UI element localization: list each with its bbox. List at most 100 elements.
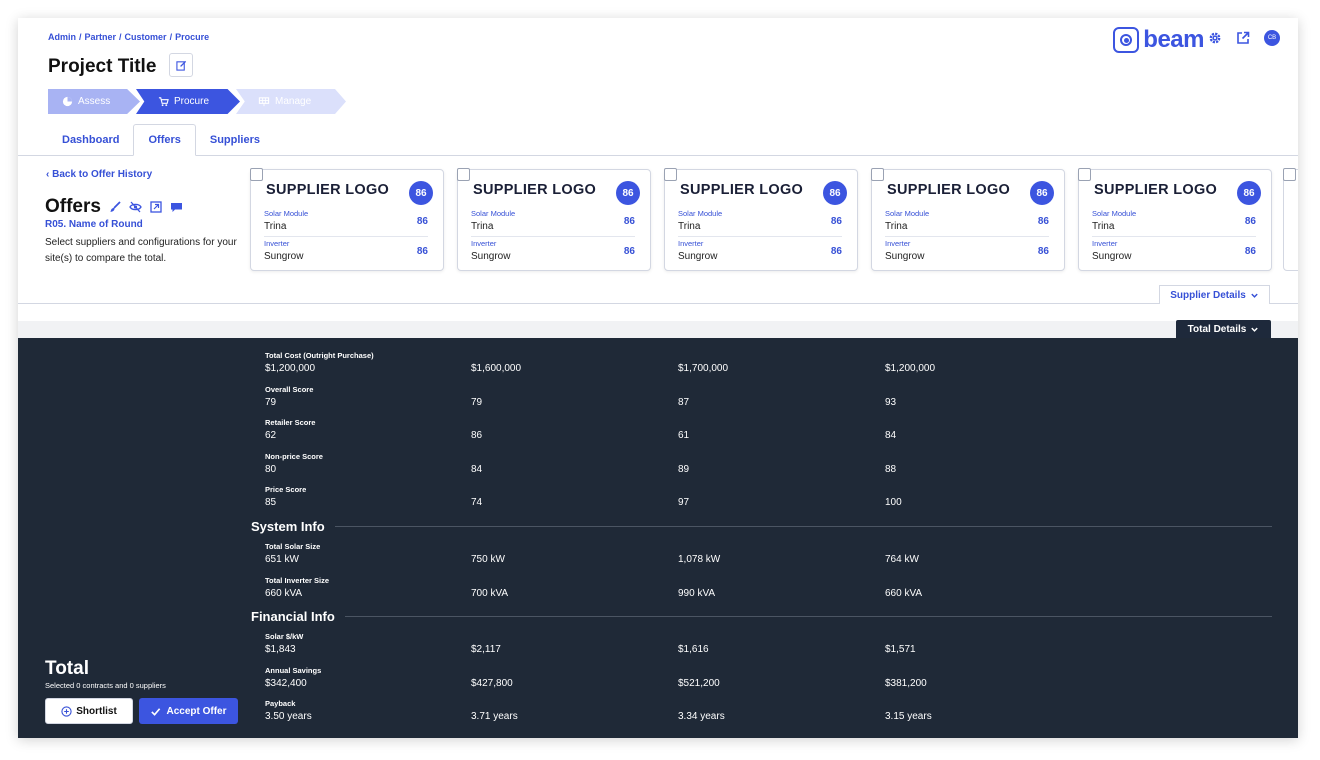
card-row-inverter: Inverter Sungrow 86 [1092, 239, 1256, 267]
metric-value-price-score: 100 [885, 497, 902, 508]
brush-icon[interactable] [109, 201, 121, 213]
metric-label-payback: Payback [265, 699, 296, 708]
card-checkbox[interactable] [1283, 168, 1296, 181]
system-info-title: System Info [251, 519, 325, 534]
tab-suppliers[interactable]: Suppliers [209, 134, 260, 146]
expand-icon[interactable] [150, 201, 162, 213]
beam-logo: beam [1113, 26, 1204, 54]
row-score: 86 [830, 246, 842, 257]
row-label: Inverter [678, 239, 704, 248]
supplier-logo: SUPPLIER LOGO [266, 182, 390, 198]
card-row-inverter: Inverter Sungrow 86 [885, 239, 1049, 267]
supplier-card-partial[interactable] [1283, 168, 1298, 271]
offers-description: Select suppliers and configurations for … [45, 237, 237, 264]
card-checkbox[interactable] [457, 168, 470, 181]
metric-value-total-solar-size: 764 kW [885, 554, 919, 565]
supplier-logo: SUPPLIER LOGO [1094, 182, 1218, 198]
metric-label-annual-savings: Annual Savings [265, 665, 322, 675]
section-divider [335, 526, 1272, 527]
metric-value-non-price-score: 80 [265, 463, 277, 475]
supplier-card[interactable]: SUPPLIER LOGO 86 Solar Module Trina 86 I… [457, 168, 651, 271]
metric-value-retailer-score: 62 [265, 430, 277, 441]
workflow-steps: Assess Procure Manage [48, 89, 346, 114]
metric-label-retailer-score: Retailer Score [265, 418, 316, 427]
card-score-badge: 86 [616, 181, 640, 205]
supplier-card[interactable]: SUPPLIER LOGO 86 Solar Module Trina 86 I… [871, 168, 1065, 271]
financial-info-title: Financial Info [251, 609, 335, 624]
metric-value-payback: 3.34 years [678, 711, 725, 722]
shortlist-button[interactable]: Shortlist [45, 698, 133, 724]
shortlist-label: Shortlist [76, 705, 117, 717]
total-details-toggle[interactable]: Total Details [1176, 320, 1271, 338]
step-procure[interactable]: Procure [136, 89, 240, 114]
card-row-solar-module: Solar Module Trina 86 [678, 209, 842, 237]
round-name: R05. Name of Round [45, 219, 143, 230]
card-checkbox[interactable] [664, 168, 677, 181]
step-assess[interactable]: Assess [48, 89, 140, 114]
offers-title: Offers [45, 196, 101, 217]
eye-slash-icon[interactable] [129, 201, 142, 213]
step-manage[interactable]: Manage [236, 89, 346, 114]
breadcrumb-partner[interactable]: Partner [84, 32, 117, 42]
card-checkbox[interactable] [871, 168, 884, 181]
chevron-down-icon [1251, 293, 1258, 298]
metric-value-payback: 3.50 years [265, 711, 312, 722]
edit-title-button[interactable] [169, 53, 193, 77]
breadcrumb-admin[interactable]: Admin [48, 32, 76, 42]
supplier-card[interactable]: SUPPLIER LOGO 86 Solar Module Trina 86 I… [1078, 168, 1272, 271]
card-score-badge: 86 [409, 181, 433, 205]
row-value: Sungrow [264, 251, 304, 262]
metric-value-payback: 3.15 years [885, 711, 932, 722]
card-row-inverter: Inverter Sungrow 86 [264, 239, 428, 267]
breadcrumb-customer[interactable]: Customer [124, 32, 167, 42]
card-checkbox[interactable] [250, 168, 263, 181]
divider-band [18, 321, 1298, 338]
supplier-card[interactable]: SUPPLIER LOGO 86 Solar Module Trina 86 I… [664, 168, 858, 271]
back-to-offer-history-link[interactable]: ‹ Back to Offer History [46, 169, 152, 180]
divider [18, 303, 1298, 304]
metric-value-total-inverter-size: 660 kVA [265, 587, 303, 599]
supplier-details-toggle[interactable]: Supplier Details [1159, 285, 1270, 304]
metric-value-annual-savings: $342,400 [265, 677, 307, 689]
back-link-label: Back to Offer History [52, 169, 153, 180]
offers-header: Offers [45, 196, 183, 218]
solar-panel-icon [258, 97, 270, 107]
total-details-panel: Total Cost (Outright Purchase) $1,200,000… [18, 338, 1298, 738]
metric-value-price-score: 85 [265, 497, 277, 508]
metric-value-non-price-score: 89 [678, 463, 690, 475]
tab-dashboard[interactable]: Dashboard [62, 134, 120, 146]
supplier-details-label: Supplier Details [1170, 289, 1246, 301]
row-score: 86 [416, 216, 428, 227]
metric-value-overall-score: 79 [265, 396, 277, 408]
card-score-badge: 86 [1030, 181, 1054, 205]
external-link-icon[interactable] [1236, 31, 1250, 45]
pie-chart-icon [62, 96, 73, 107]
chevron-left-icon: ‹ [46, 169, 50, 180]
card-row-inverter: Inverter Sungrow 86 [471, 239, 635, 267]
card-row-solar-module: Solar Module Trina 86 [264, 209, 428, 237]
step-label: Procure [174, 96, 210, 107]
avatar[interactable]: CB [1264, 30, 1280, 46]
comment-icon[interactable] [170, 201, 183, 213]
breadcrumb-procure[interactable]: Procure [175, 32, 210, 42]
total-subtitle: Selected 0 contracts and 0 suppliers [45, 681, 166, 690]
cart-icon [158, 97, 169, 107]
tab-divider [18, 155, 1298, 156]
accept-offer-button[interactable]: Accept Offer [139, 698, 238, 724]
gear-icon[interactable] [1208, 31, 1222, 45]
row-score: 86 [1244, 246, 1256, 257]
metric-value-overall-score: 79 [471, 396, 483, 408]
tab-offers[interactable]: Offers [133, 124, 196, 156]
metric-value-solar-kw: $1,571 [885, 644, 916, 655]
tab-bar: Dashboard Offers Suppliers [48, 124, 274, 156]
metric-value-annual-savings: $427,800 [471, 677, 513, 689]
metric-value-total-inverter-size: 660 kVA [885, 587, 923, 599]
supplier-logo: SUPPLIER LOGO [887, 182, 1011, 198]
chevron-down-icon [1251, 327, 1259, 332]
row-value: Trina [678, 221, 701, 232]
supplier-card[interactable]: SUPPLIER LOGO 86 Solar Module Trina 86 I… [250, 168, 444, 271]
metric-value-payback: 3.71 years [471, 711, 518, 722]
metric-value-solar-kw: $1,616 [678, 644, 709, 655]
metric-value-annual-savings: $521,200 [678, 677, 720, 689]
card-checkbox[interactable] [1078, 168, 1091, 181]
